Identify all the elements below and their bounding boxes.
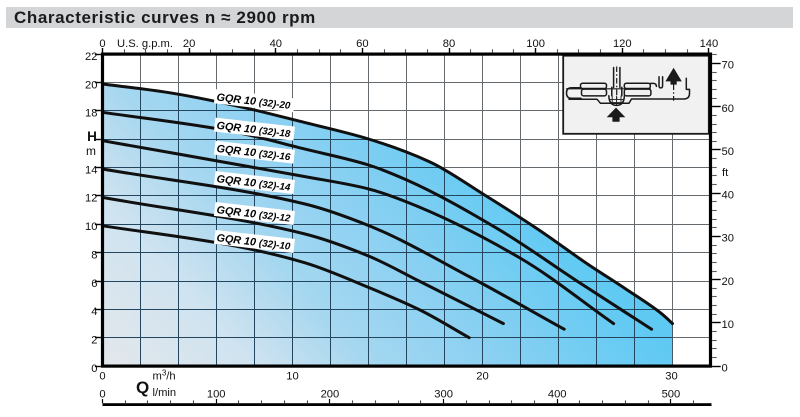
svg-text:10: 10 — [85, 221, 97, 233]
svg-text:0: 0 — [99, 38, 105, 50]
svg-text:50: 50 — [722, 146, 734, 158]
svg-text:m: m — [86, 144, 96, 158]
svg-text:40: 40 — [722, 189, 734, 201]
svg-text:2: 2 — [91, 335, 97, 347]
svg-text:14: 14 — [85, 164, 97, 176]
svg-text:30: 30 — [722, 233, 734, 245]
svg-text:200: 200 — [321, 389, 340, 401]
svg-text:120: 120 — [613, 38, 632, 50]
svg-text:100: 100 — [526, 38, 545, 50]
svg-text:100: 100 — [207, 389, 226, 401]
svg-text:20: 20 — [476, 371, 488, 383]
svg-text:l/min: l/min — [153, 387, 177, 399]
svg-text:500: 500 — [662, 389, 681, 401]
svg-text:8: 8 — [91, 250, 97, 262]
svg-text:18: 18 — [85, 108, 97, 120]
svg-text:0: 0 — [722, 362, 728, 374]
svg-text:20: 20 — [183, 38, 195, 50]
svg-text:ft: ft — [722, 167, 729, 179]
svg-text:140: 140 — [700, 38, 719, 50]
svg-text:0: 0 — [91, 363, 97, 375]
svg-text:0: 0 — [99, 389, 105, 401]
svg-text:22: 22 — [85, 51, 97, 63]
svg-text:H: H — [87, 129, 97, 144]
svg-text:20: 20 — [722, 276, 734, 288]
svg-text:12: 12 — [85, 193, 97, 205]
svg-text:300: 300 — [434, 389, 453, 401]
svg-text:20: 20 — [85, 79, 97, 91]
svg-text:4: 4 — [91, 306, 97, 318]
svg-text:80: 80 — [443, 38, 455, 50]
svg-text:10: 10 — [286, 371, 298, 383]
svg-text:40: 40 — [270, 38, 282, 50]
svg-text:U.S. g.p.m.: U.S. g.p.m. — [117, 38, 173, 50]
svg-text:70: 70 — [722, 60, 734, 72]
svg-text:60: 60 — [722, 103, 734, 115]
svg-text:0: 0 — [99, 371, 105, 383]
svg-text:Q: Q — [136, 378, 149, 397]
svg-text:6: 6 — [91, 278, 97, 290]
svg-text:60: 60 — [356, 38, 368, 50]
svg-text:30: 30 — [665, 371, 677, 383]
svg-text:10: 10 — [722, 319, 734, 331]
svg-text:m3/h: m3/h — [153, 369, 176, 383]
svg-text:400: 400 — [548, 389, 567, 401]
